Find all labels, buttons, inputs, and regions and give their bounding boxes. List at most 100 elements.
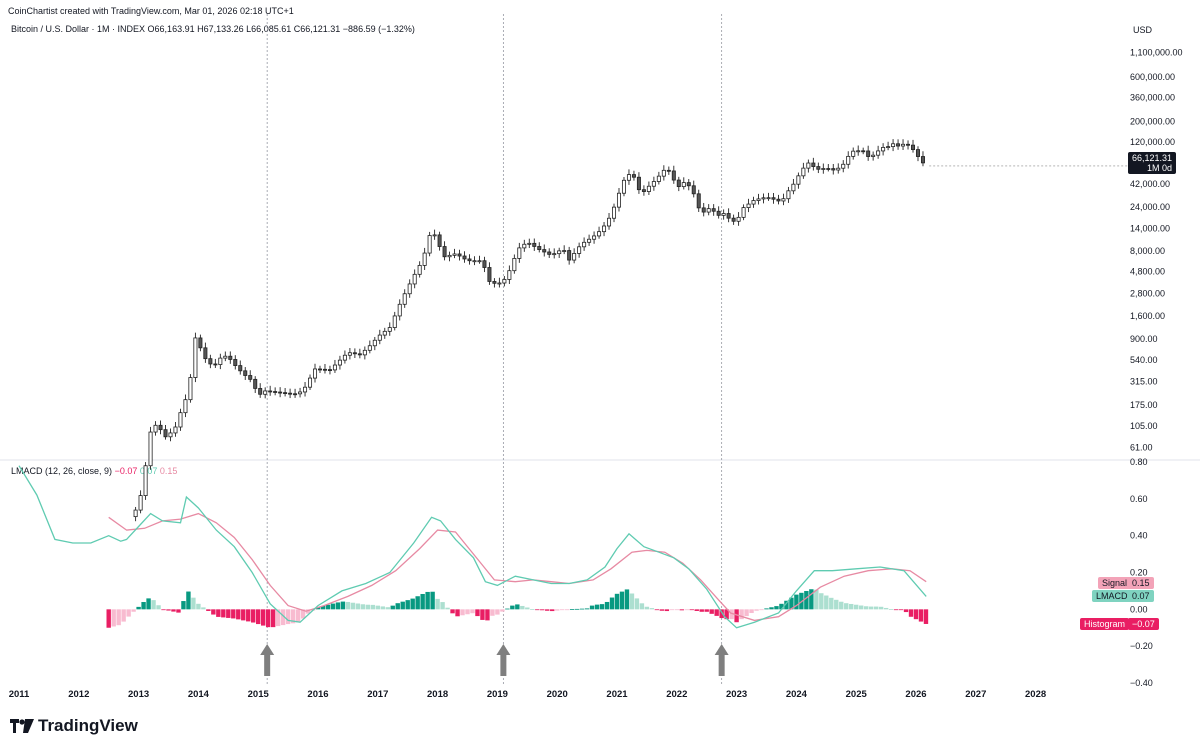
histogram-bar [564, 609, 570, 611]
candle-body [676, 179, 681, 188]
candle-body [372, 339, 377, 347]
candle-body [168, 432, 173, 438]
candle-body [377, 334, 382, 341]
candle-body [562, 250, 567, 252]
histogram-bar [380, 606, 385, 610]
histogram-bar [285, 609, 291, 625]
histogram-bar [729, 609, 734, 620]
histogram-bar [559, 609, 565, 611]
histogram-bar [739, 609, 744, 620]
histogram-bar [679, 609, 684, 611]
symbol-title[interactable]: Bitcoin / U.S. Dollar · 1M · INDEX [11, 24, 146, 34]
candle-body [701, 207, 706, 213]
histogram-bar [166, 609, 171, 611]
histogram-bar [111, 609, 116, 627]
candle-body [766, 197, 771, 200]
candle-body [412, 273, 417, 285]
lmacd-tag-value: 0.07 [1128, 590, 1154, 602]
cycle-arrow-icon [496, 644, 511, 676]
candle-body [218, 357, 223, 365]
histogram-bar [769, 607, 774, 610]
time-axis-label: 2023 [726, 689, 747, 700]
indicator-legend[interactable]: LMACD (12, 26, close, 9) −0.07 0.07 0.15 [11, 466, 177, 476]
close-value: C66,121.31 [293, 24, 341, 34]
histogram-bar [430, 591, 435, 610]
candle-body [452, 253, 457, 256]
histogram-bar [659, 609, 665, 611]
candle-body [886, 146, 891, 149]
histogram-bar [530, 609, 535, 610]
time-axis-label: 2025 [846, 689, 868, 700]
indicator-signal-value: 0.15 [159, 466, 178, 476]
histogram-bar [724, 609, 729, 620]
signal-tag-label: Signal [1098, 577, 1132, 589]
histogram-bar [270, 609, 276, 628]
histogram-bar [609, 597, 615, 610]
candle-body [342, 354, 347, 361]
histogram-bar [211, 609, 216, 615]
indicator-axis-label: 0.20 [1130, 568, 1148, 578]
candle-body [771, 197, 776, 200]
candle-body [288, 392, 293, 395]
candle-body [876, 150, 881, 156]
histogram-bar [669, 609, 675, 611]
candle-body [517, 247, 522, 259]
candle-body [357, 353, 362, 356]
tradingview-logo[interactable]: TradingView [10, 716, 138, 736]
histogram-bar [903, 609, 909, 613]
candle-body [681, 182, 686, 188]
histogram-bar [136, 606, 141, 610]
histogram-bar [749, 609, 754, 614]
histogram-bar [515, 604, 520, 610]
histogram-bar [883, 607, 889, 610]
histogram-bar [265, 609, 271, 628]
candle-body [686, 182, 691, 187]
candle-body [871, 154, 876, 157]
histogram-bar [256, 609, 261, 625]
candle-body [616, 192, 621, 208]
histogram-bar [789, 597, 794, 610]
histogram-bar [365, 604, 371, 610]
histogram-bar [141, 602, 146, 610]
candle-body [577, 246, 582, 254]
candle-body [427, 235, 432, 254]
candle-body [547, 251, 552, 255]
candle-body [801, 167, 806, 177]
candle-body [173, 426, 178, 434]
histogram-bar [236, 609, 241, 620]
histogram-bar [614, 593, 620, 610]
tradingview-icon [10, 719, 34, 733]
candle-body [153, 424, 158, 433]
histogram-bar [918, 609, 924, 622]
candle-body [607, 217, 612, 227]
histogram-bar [510, 605, 515, 610]
candle-body [786, 190, 791, 200]
histogram-bar [300, 609, 306, 619]
histogram-bar [405, 600, 410, 610]
histogram-bar [540, 609, 545, 611]
histogram-bar [495, 609, 500, 615]
histogram-bar [809, 589, 814, 610]
histogram-bar [520, 605, 525, 610]
candle-body [711, 208, 716, 212]
histogram-bar [764, 608, 769, 610]
candle-body [821, 168, 826, 170]
candle-body [263, 390, 268, 395]
candle-body [851, 150, 856, 157]
histogram-bar [385, 607, 390, 610]
histogram-bar [186, 591, 191, 610]
histogram-bar [824, 595, 829, 610]
price-axis-label: 900.00 [1130, 334, 1158, 344]
histogram-bar [888, 609, 894, 610]
candle-body [621, 179, 626, 194]
histogram-bar [505, 608, 510, 610]
histogram-bar [260, 609, 266, 626]
histogram-bar [535, 609, 540, 611]
candle-body [602, 225, 607, 233]
candle-body [203, 347, 208, 360]
histogram-bar [804, 591, 809, 610]
candle-body [183, 399, 188, 414]
candle-body [223, 355, 228, 359]
histogram-bar [858, 605, 864, 610]
